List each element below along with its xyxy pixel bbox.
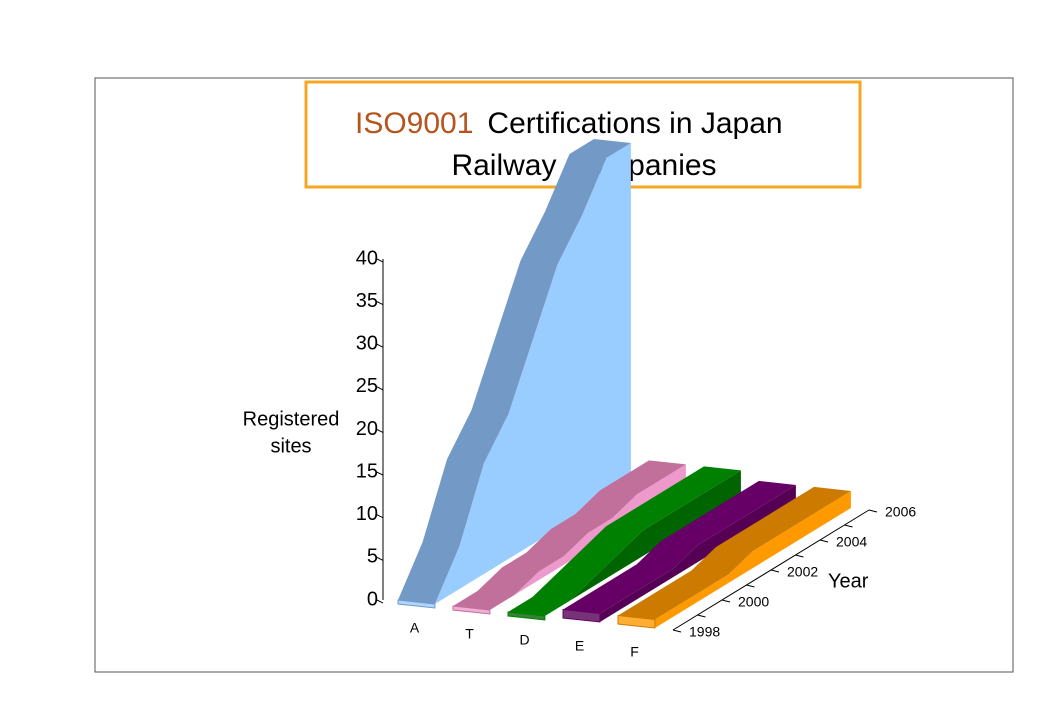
x-tick <box>795 554 804 558</box>
y-tick-label: 20 <box>356 418 378 440</box>
series-label: A <box>410 620 420 636</box>
chart-title: ISO9001 Certifications in Japan <box>355 107 783 140</box>
x-tick-label: 2004 <box>836 534 867 550</box>
title-text: Certifications in Japan <box>487 107 782 140</box>
x-tick <box>746 584 755 588</box>
series-label: E <box>575 638 584 654</box>
title-highlight: ISO9001 <box>355 107 473 140</box>
y-tick-label: 25 <box>356 375 378 397</box>
y-tick <box>376 514 384 519</box>
ribbon-front <box>562 608 601 623</box>
x-tick <box>697 614 706 618</box>
ribbon-top <box>563 480 796 614</box>
y-axis-label: Registered <box>243 408 340 430</box>
ribbon-front <box>507 611 546 621</box>
y-tick <box>376 471 384 476</box>
x-tick-label: 2006 <box>885 504 916 520</box>
x-axis-label: Year <box>828 570 869 592</box>
y-tick <box>376 556 384 561</box>
x-tick <box>672 629 682 633</box>
x-tick <box>844 524 853 528</box>
y-tick-label: 40 <box>356 247 378 269</box>
ribbon-top <box>618 486 851 620</box>
y-tick <box>376 343 384 348</box>
series-label: T <box>465 626 474 642</box>
y-tick-label: 35 <box>356 290 378 312</box>
series-label: D <box>519 632 529 648</box>
ribbon-top <box>508 466 741 616</box>
ribbon-front <box>452 605 491 615</box>
y-tick-label: 30 <box>356 333 378 355</box>
x-tick-label: 1998 <box>689 624 720 640</box>
y-axis-label: sites <box>270 435 311 457</box>
ribbon-front <box>617 614 656 629</box>
ribbon-top <box>453 460 686 610</box>
x-tick-label: 2000 <box>738 594 769 610</box>
y-tick-label: 15 <box>356 460 378 482</box>
x-tick <box>770 569 780 573</box>
y-tick <box>376 599 384 604</box>
y-tick <box>376 301 384 306</box>
x-tick <box>721 599 731 603</box>
ribbon-side <box>434 143 631 604</box>
y-tick-label: 0 <box>367 588 378 610</box>
y-tick <box>376 386 384 391</box>
ribbon-side <box>654 491 851 628</box>
ribbon-top <box>398 139 631 604</box>
ribbon-side <box>489 464 686 610</box>
y-tick <box>376 429 384 433</box>
ribbon-side <box>599 485 796 622</box>
x-tick-label: 2002 <box>787 564 818 580</box>
series-label: F <box>630 644 639 660</box>
y-tick-label: 10 <box>356 503 378 525</box>
y-tick <box>376 258 384 263</box>
x-tick <box>868 509 878 513</box>
ribbon-side <box>544 470 741 616</box>
ribbon-front <box>397 599 436 609</box>
y-tick-label: 5 <box>367 546 378 568</box>
x-tick <box>819 539 829 543</box>
